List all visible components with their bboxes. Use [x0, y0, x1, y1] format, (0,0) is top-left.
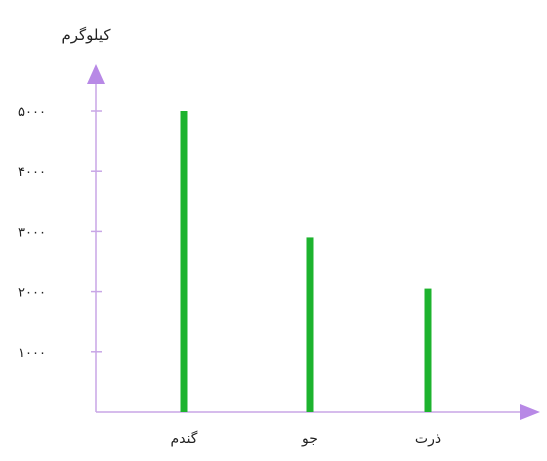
y-tick-label: ۴۰۰۰	[18, 165, 46, 180]
x-tick-label: ذرت	[415, 431, 441, 447]
y-axis-arrow	[87, 64, 105, 84]
y-tick-label: ۳۰۰۰	[18, 225, 46, 240]
bars	[180, 111, 432, 412]
x-tick-label: جو	[301, 431, 318, 447]
bar	[424, 288, 432, 412]
y-tick-label: ۵۰۰۰	[18, 105, 46, 120]
y-axis-label: کیلوگرم	[61, 26, 111, 44]
y-tick-label: ۲۰۰۰	[18, 286, 46, 301]
bar	[180, 111, 188, 412]
x-tick-labels: گندم جو ذرت	[171, 430, 442, 447]
x-tick-label: گندم	[171, 430, 198, 447]
y-tick-label: ۱۰۰۰	[18, 346, 46, 361]
bar	[306, 237, 314, 412]
y-ticks: ۱۰۰۰ ۲۰۰۰ ۳۰۰۰ ۴۰۰۰ ۵۰۰۰	[18, 105, 102, 361]
x-axis-arrow	[520, 404, 540, 420]
